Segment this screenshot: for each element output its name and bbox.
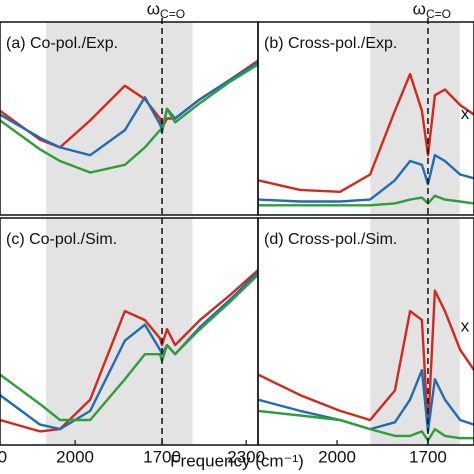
panel-frame <box>257 21 474 216</box>
shaded-band <box>46 218 193 445</box>
x-tick-label: 1700 <box>143 447 181 466</box>
shaded-band <box>370 218 460 445</box>
data-line <box>0 63 258 174</box>
x-tick-label: 2300 <box>227 447 265 466</box>
panel-title: (c) Co-pol./Sim. <box>6 231 117 248</box>
panel <box>258 22 474 215</box>
shaded-band <box>370 22 460 215</box>
data-line <box>258 72 474 193</box>
data-line <box>258 154 474 203</box>
x-tick-label: 2000 <box>318 447 356 466</box>
x-tick-label: 2000 <box>56 447 94 466</box>
x-tick-label: 2300 <box>0 447 7 466</box>
data-line <box>258 289 474 431</box>
panel <box>0 22 258 215</box>
resonance-label-sub: C=O <box>160 7 185 21</box>
panel-title: (d) Cross-pol./Sim. <box>264 231 397 248</box>
panel-frame <box>257 217 474 446</box>
panel <box>0 218 258 445</box>
scale-annotation: x <box>461 316 470 335</box>
resonance-label-sub: C=O <box>426 7 451 21</box>
scale-annotation: x <box>461 104 470 123</box>
panel <box>258 218 474 445</box>
resonance-label: ω <box>413 0 426 18</box>
data-line <box>258 409 474 442</box>
x-tick-label: 1700 <box>409 447 447 466</box>
x-axis-label: Frequency (cm⁻¹) <box>170 451 304 470</box>
data-line <box>0 61 258 157</box>
resonance-label: ω <box>147 0 160 18</box>
panel-title: (a) Co-pol./Exp. <box>6 35 118 52</box>
panel-title: (b) Cross-pol./Exp. <box>264 35 397 52</box>
data-line <box>0 271 258 431</box>
data-line <box>0 273 258 422</box>
data-line <box>258 194 474 207</box>
